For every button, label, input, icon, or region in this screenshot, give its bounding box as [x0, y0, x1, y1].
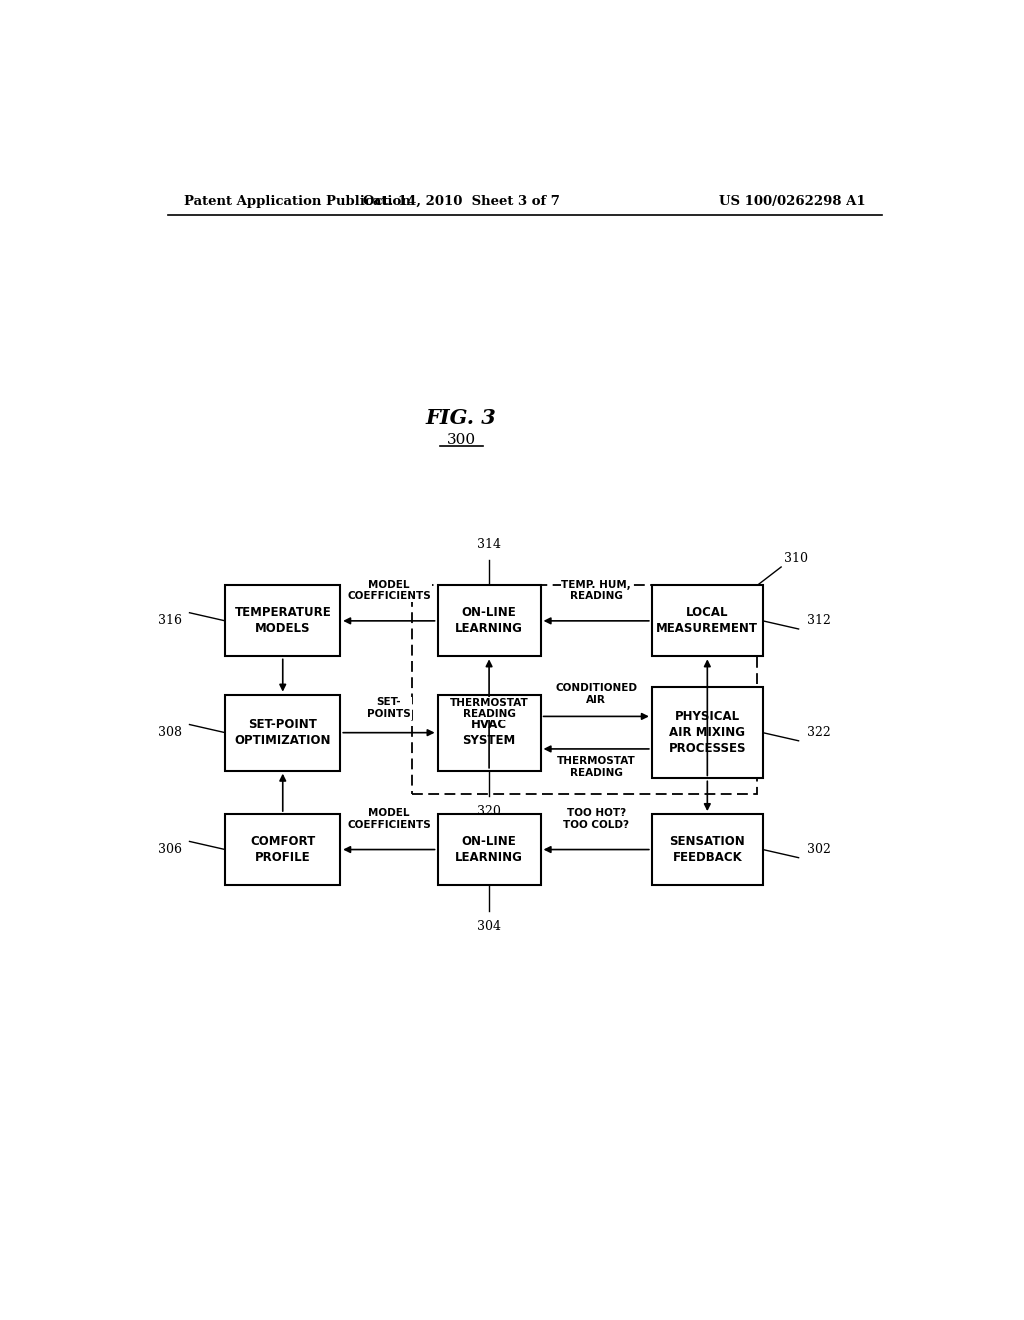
Text: MODEL
COEFFICIENTS: MODEL COEFFICIENTS — [347, 579, 431, 601]
Text: SENSATION
FEEDBACK: SENSATION FEEDBACK — [670, 836, 745, 865]
Text: SET-
POINTS: SET- POINTS — [367, 697, 411, 719]
Text: 320: 320 — [477, 805, 501, 818]
Text: 312: 312 — [807, 614, 830, 627]
FancyBboxPatch shape — [651, 814, 763, 886]
FancyBboxPatch shape — [225, 814, 340, 886]
Text: 302: 302 — [807, 843, 830, 857]
FancyBboxPatch shape — [437, 694, 541, 771]
Text: THERMOSTAT
READING: THERMOSTAT READING — [557, 756, 636, 777]
Text: 304: 304 — [477, 920, 501, 933]
FancyBboxPatch shape — [437, 585, 541, 656]
Text: 322: 322 — [807, 726, 830, 739]
Text: ON-LINE
LEARNING: ON-LINE LEARNING — [455, 836, 523, 865]
FancyBboxPatch shape — [651, 585, 763, 656]
Text: 310: 310 — [783, 552, 808, 565]
Text: HVAC
SYSTEM: HVAC SYSTEM — [463, 718, 516, 747]
Text: Patent Application Publication: Patent Application Publication — [183, 194, 411, 207]
Text: TEMP. HUM,
READING: TEMP. HUM, READING — [561, 579, 631, 601]
Text: FIG. 3: FIG. 3 — [426, 408, 497, 428]
Text: MODEL
COEFFICIENTS: MODEL COEFFICIENTS — [347, 808, 431, 830]
Text: PHYSICAL
AIR MIXING
PROCESSES: PHYSICAL AIR MIXING PROCESSES — [669, 710, 746, 755]
Text: CONDITIONED
AIR: CONDITIONED AIR — [555, 684, 637, 705]
Text: 314: 314 — [477, 537, 501, 550]
FancyBboxPatch shape — [437, 814, 541, 886]
Text: US 100/0262298 A1: US 100/0262298 A1 — [720, 194, 866, 207]
Text: SET-POINT
OPTIMIZATION: SET-POINT OPTIMIZATION — [234, 718, 331, 747]
Text: COMFORT
PROFILE: COMFORT PROFILE — [250, 836, 315, 865]
Text: TEMPERATURE
MODELS: TEMPERATURE MODELS — [234, 606, 331, 635]
Text: LOCAL
MEASUREMENT: LOCAL MEASUREMENT — [656, 606, 759, 635]
Text: 306: 306 — [158, 843, 181, 857]
Text: TOO HOT?
TOO COLD?: TOO HOT? TOO COLD? — [563, 808, 629, 830]
Text: Oct. 14, 2010  Sheet 3 of 7: Oct. 14, 2010 Sheet 3 of 7 — [362, 194, 560, 207]
FancyBboxPatch shape — [225, 694, 340, 771]
Text: 308: 308 — [158, 726, 181, 739]
Text: ON-LINE
LEARNING: ON-LINE LEARNING — [455, 606, 523, 635]
FancyBboxPatch shape — [225, 585, 340, 656]
Text: 316: 316 — [158, 614, 181, 627]
Text: THERMOSTAT
READING: THERMOSTAT READING — [450, 698, 528, 719]
Text: 300: 300 — [446, 433, 476, 447]
FancyBboxPatch shape — [651, 686, 763, 779]
